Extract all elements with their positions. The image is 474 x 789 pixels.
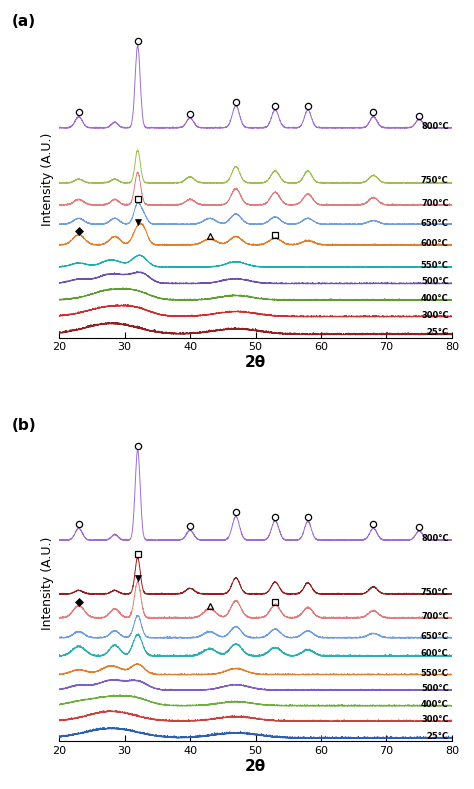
Text: 700°C: 700°C bbox=[421, 199, 449, 208]
X-axis label: 2θ: 2θ bbox=[245, 759, 266, 774]
Text: 400°C: 400°C bbox=[421, 700, 449, 709]
Text: 700°C: 700°C bbox=[421, 611, 449, 621]
Text: 550°C: 550°C bbox=[421, 261, 449, 270]
X-axis label: 2θ: 2θ bbox=[245, 355, 266, 370]
Text: 550°C: 550°C bbox=[421, 669, 449, 678]
Text: 750°C: 750°C bbox=[421, 177, 449, 185]
Text: 800°C: 800°C bbox=[421, 534, 449, 543]
Text: 300°C: 300°C bbox=[421, 716, 449, 724]
Text: 650°C: 650°C bbox=[421, 632, 449, 641]
Text: 400°C: 400°C bbox=[421, 294, 449, 304]
Text: 800°C: 800°C bbox=[421, 122, 449, 131]
Y-axis label: Intensity (A.U.): Intensity (A.U.) bbox=[40, 133, 54, 226]
Text: 300°C: 300°C bbox=[421, 311, 449, 320]
Text: 25°C: 25°C bbox=[427, 328, 449, 338]
Text: (b): (b) bbox=[12, 418, 36, 433]
Text: 600°C: 600°C bbox=[421, 239, 449, 248]
Text: 25°C: 25°C bbox=[427, 731, 449, 741]
Y-axis label: Intensity (A.U.): Intensity (A.U.) bbox=[40, 537, 54, 630]
Text: 650°C: 650°C bbox=[421, 219, 449, 227]
Text: (a): (a) bbox=[12, 14, 36, 29]
Text: 500°C: 500°C bbox=[421, 684, 449, 694]
Text: 500°C: 500°C bbox=[421, 277, 449, 286]
Text: 750°C: 750°C bbox=[421, 588, 449, 597]
Text: 600°C: 600°C bbox=[421, 649, 449, 659]
